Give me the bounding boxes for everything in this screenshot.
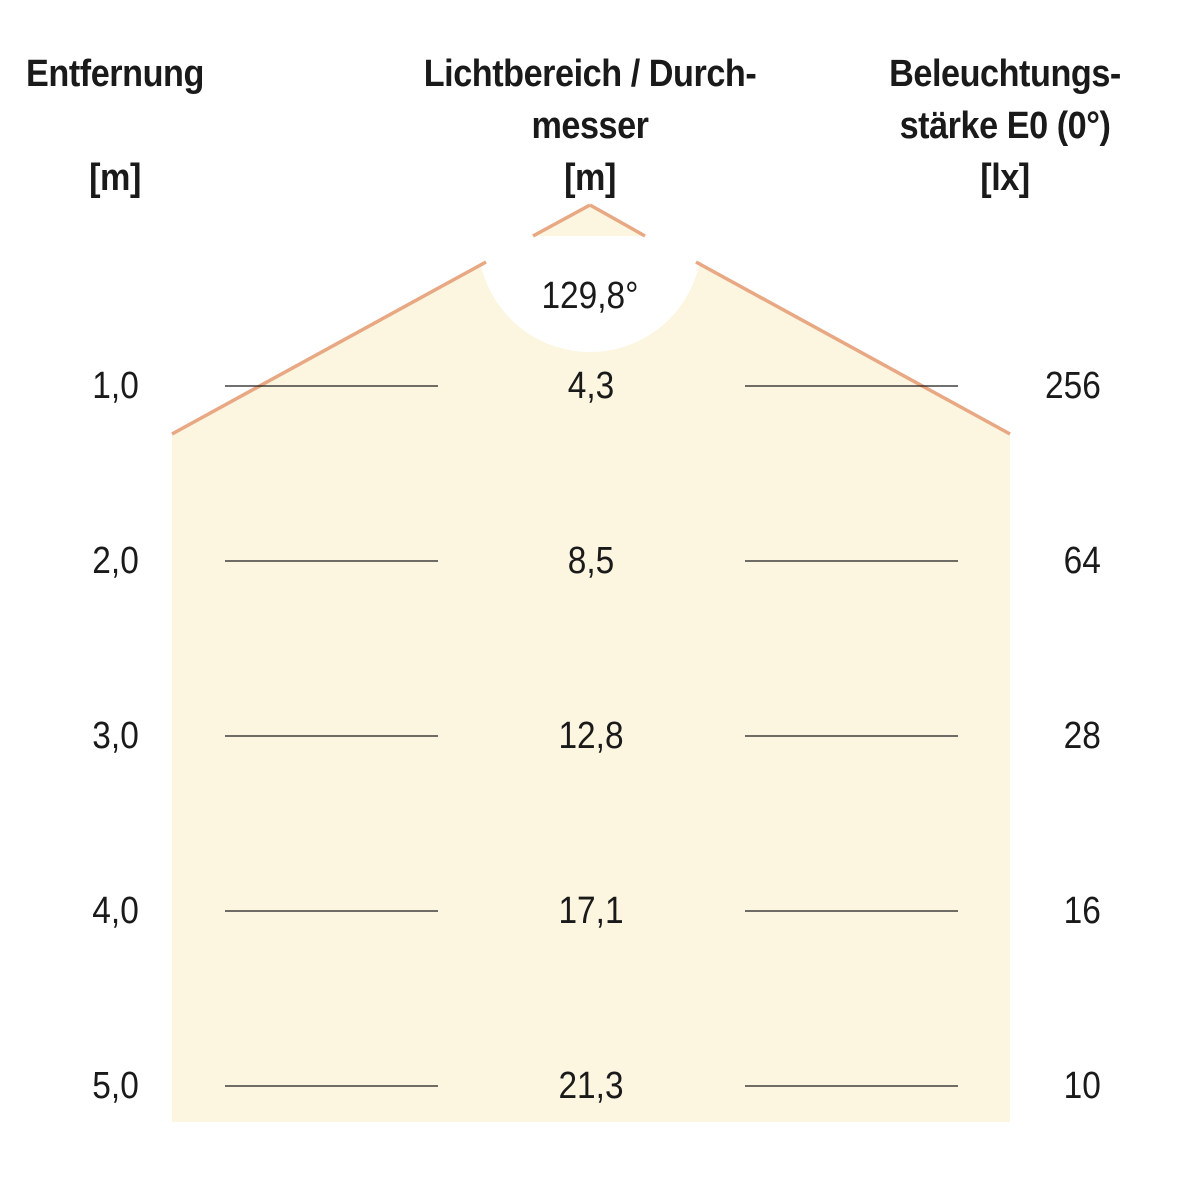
diameter-header-line2: messer xyxy=(531,105,649,147)
distance-value: 2,0 xyxy=(92,540,139,582)
illuminance-value: 256 xyxy=(1045,365,1101,407)
diameter-value: 4,3 xyxy=(567,365,615,407)
illuminance-value: 64 xyxy=(1063,540,1101,582)
distance-header-unit: [m] xyxy=(89,157,141,199)
diameter-header-line1: Lichtbereich / Durch- xyxy=(423,53,757,95)
diameter-value: 21,3 xyxy=(558,1065,624,1107)
distance-rules xyxy=(225,385,958,1087)
distance-value: 1,0 xyxy=(92,365,139,407)
beam-edge-left xyxy=(171,260,487,436)
diameter-value: 12,8 xyxy=(558,715,624,757)
diameter-header: Lichtbereich / Durch- messer [m] xyxy=(419,48,761,204)
distance-header: Entfernung [m] xyxy=(21,48,210,204)
illuminance-header-line2: stärke E0 (0°) xyxy=(899,105,1111,147)
illuminance-header: Beleuchtungs- stärke E0 (0°) [lx] xyxy=(875,48,1136,204)
distance-value: 5,0 xyxy=(92,1065,139,1107)
light-area xyxy=(172,205,1010,1122)
illuminance-value: 16 xyxy=(1063,890,1101,932)
diameter-value: 17,1 xyxy=(558,890,624,932)
diameter-header-unit: [m] xyxy=(564,157,616,199)
beam-angle-label: 129,8° xyxy=(541,275,639,317)
angle-arc-notch xyxy=(478,200,702,352)
illuminance-header-line1: Beleuchtungs- xyxy=(889,53,1121,95)
distance-value: 4,0 xyxy=(92,890,139,932)
illuminance-value: 28 xyxy=(1063,715,1101,757)
beam-edge-right-upper xyxy=(589,203,646,238)
illuminance-header-unit: [lx] xyxy=(980,157,1030,199)
beam-edge-right xyxy=(695,260,1011,436)
illuminance-value: 10 xyxy=(1063,1065,1101,1107)
apex-wedge xyxy=(536,205,644,236)
diameter-value: 8,5 xyxy=(567,540,615,582)
beam-edge-left-upper xyxy=(532,203,591,238)
distance-header-title: Entfernung xyxy=(26,53,204,95)
distance-value: 3,0 xyxy=(92,715,139,757)
